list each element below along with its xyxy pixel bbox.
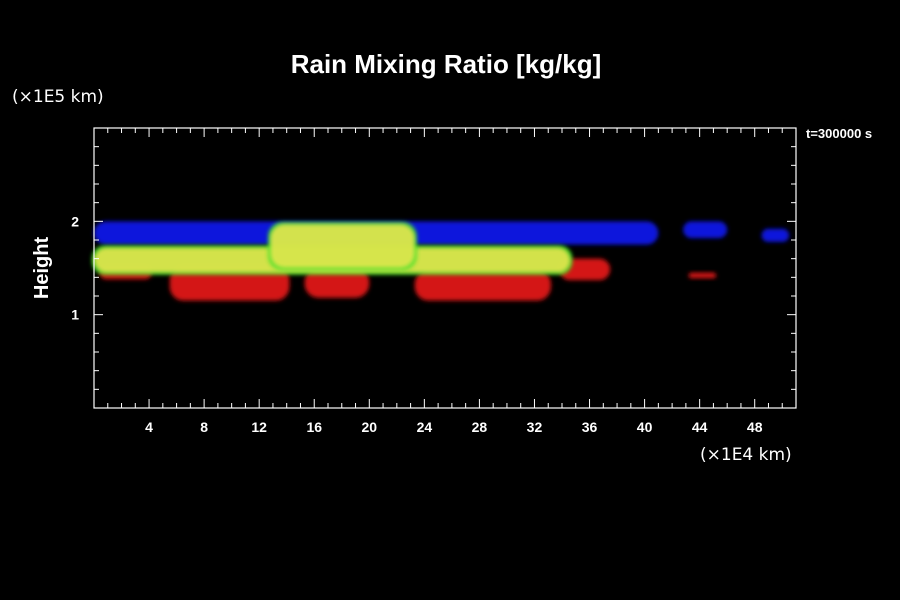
- x-tick-label: 28: [472, 419, 488, 435]
- x-tick-label: 8: [200, 419, 208, 435]
- region-mid-4: [270, 224, 415, 268]
- plot-border: [93, 127, 797, 409]
- region-high-10: [688, 272, 717, 279]
- x-tick-label: 48: [747, 419, 763, 435]
- y-axis-label: Height: [31, 237, 53, 300]
- x-tick-label: 40: [637, 419, 653, 435]
- region-high-8: [414, 269, 551, 301]
- region-high-7: [304, 268, 370, 298]
- chart-title: Rain Mixing Ratio [kg/kg]: [291, 49, 602, 79]
- x-tick-label: 36: [582, 419, 598, 435]
- x-tick-label: 32: [527, 419, 543, 435]
- x-axis-unit: (×1E4 km): [700, 445, 792, 465]
- plot-regions: [92, 221, 790, 301]
- x-tick-label: 12: [251, 419, 267, 435]
- x-tick-label: 24: [417, 419, 433, 435]
- x-tick-label: 20: [362, 419, 378, 435]
- y-axis-unit: (×1E5 km): [12, 87, 104, 107]
- y-axis-ticks: 12: [71, 146, 796, 390]
- x-tick-label: 44: [692, 419, 708, 435]
- x-tick-label: 4: [145, 419, 153, 435]
- x-tick-label: 16: [306, 419, 322, 435]
- region-low-1: [683, 221, 728, 239]
- plot-frame: [93, 127, 797, 409]
- region-low-2: [761, 228, 790, 242]
- y-tick-label: 1: [71, 307, 79, 323]
- x-axis-ticks: 4 8 12 16 20 24 28 32 36 40 44 48: [107, 128, 783, 435]
- region-high-6: [169, 266, 290, 301]
- time-label: t=300000 s: [806, 126, 872, 141]
- y-tick-label: 2: [71, 213, 79, 229]
